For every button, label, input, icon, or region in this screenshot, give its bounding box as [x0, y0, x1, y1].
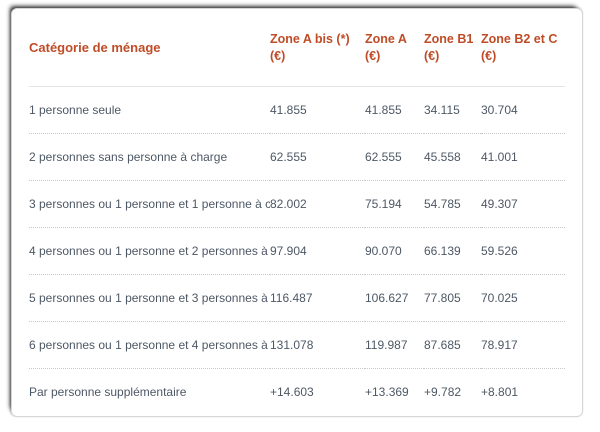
header-row: Catégorie de ménage Zone A bis (*) (€) Z…: [29, 9, 565, 87]
row-value: 59.526: [481, 227, 565, 275]
zone-header-unit: (€): [481, 48, 497, 63]
household-income-ceiling-table: Catégorie de ménage Zone A bis (*) (€) Z…: [29, 9, 565, 415]
zone-header-unit: (€): [365, 48, 381, 63]
row-value: 77.805: [424, 274, 481, 322]
zone-header-label: Zone B1: [424, 31, 474, 46]
table-row: 2 personnes sans personne à charge 62.55…: [29, 133, 565, 181]
row-category-label: 5 personnes ou 1 personne et 3 personnes…: [29, 274, 270, 322]
row-value: 75.194: [365, 180, 424, 228]
column-header-zone: Zone A bis (*) (€): [270, 9, 365, 87]
row-value: +14.603: [270, 385, 314, 399]
column-header-zone: Zone B1 (€): [424, 9, 481, 87]
row-category-label: Par personne supplémentaire: [29, 385, 187, 399]
row-value: 66.139: [424, 227, 481, 275]
row-category-label: 3 personnes ou 1 personne et 1 personne …: [29, 180, 270, 228]
row-category-label: 6 personnes ou 1 personne et 4 personnes…: [29, 321, 270, 369]
row-value: 45.558: [424, 133, 481, 181]
zone-header-label: Zone A bis (*): [270, 31, 350, 46]
row-value: +8.801: [481, 385, 519, 399]
table-row: 1 personne seule 41.855 41.855 34.115 30…: [29, 86, 565, 134]
row-value: 70.025: [481, 274, 565, 322]
zone-header-label: Zone B2 et C: [481, 31, 558, 46]
row-value: 87.685: [424, 321, 481, 369]
row-value: 106.627: [365, 274, 424, 322]
column-header-zone: Zone B2 et C (€): [481, 9, 565, 87]
table-card: Catégorie de ménage Zone A bis (*) (€) Z…: [11, 8, 583, 417]
column-header-category: Catégorie de ménage: [29, 9, 270, 87]
row-value: 82.002: [270, 180, 365, 228]
row-value: +9.782: [424, 385, 462, 399]
table-row: 6 personnes ou 1 personne et 4 personnes…: [29, 321, 565, 369]
table-row: 5 personnes ou 1 personne et 3 personnes…: [29, 274, 565, 322]
row-value: 97.904: [270, 227, 365, 275]
table-row: 3 personnes ou 1 personne et 1 personne …: [29, 180, 565, 228]
row-value: 119.987: [365, 321, 424, 369]
row-category-label: 4 personnes ou 1 personne et 2 personnes…: [29, 227, 270, 275]
row-value: 131.078: [270, 321, 365, 369]
zone-header-unit: (€): [424, 48, 440, 63]
row-category-label: 1 personne seule: [29, 86, 270, 134]
zone-header-label: Zone A: [365, 31, 407, 46]
row-value: 41.855: [270, 86, 365, 134]
row-value: 41.855: [365, 86, 424, 134]
table-row: Par personne supplémentaire +14.603 +13.…: [29, 369, 565, 416]
row-value: 30.704: [481, 86, 565, 134]
row-value: 90.070: [365, 227, 424, 275]
zone-header-unit: (€): [270, 48, 286, 63]
row-value: 116.487: [270, 274, 365, 322]
row-value: 62.555: [270, 133, 365, 181]
row-value: 41.001: [481, 133, 565, 181]
row-value: 78.917: [481, 321, 565, 369]
row-value: 49.307: [481, 180, 565, 228]
table-row: 4 personnes ou 1 personne et 2 personnes…: [29, 227, 565, 275]
row-value: 62.555: [365, 133, 424, 181]
row-category-label: 2 personnes sans personne à charge: [29, 133, 270, 181]
row-value: +13.369: [365, 385, 409, 399]
column-header-zone: Zone A (€): [365, 9, 424, 87]
row-value: 54.785: [424, 180, 481, 228]
row-value: 34.115: [424, 86, 481, 134]
